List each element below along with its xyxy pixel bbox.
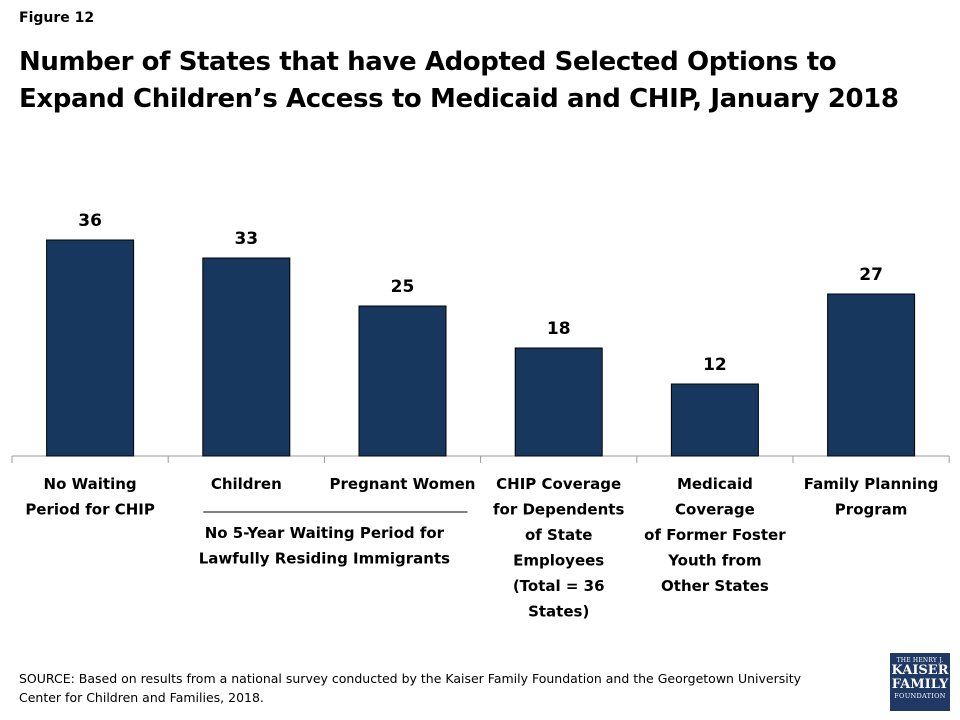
logo-line-3: FAMILY (891, 677, 949, 692)
category-label-4-line-6: States) (528, 603, 589, 621)
category-label-4-line-1: CHIP Coverage (496, 475, 621, 493)
logo-line-1: THE HENRY J. (896, 657, 944, 664)
category-label-5-line-5: Other States (661, 577, 769, 595)
title-line-2: Expand Children’s Access to Medicaid and… (19, 84, 899, 114)
category-label-4-line-4: Employees (513, 552, 604, 570)
kff-logo: THE HENRY J. KAISER FAMILY FOUNDATION (890, 653, 950, 711)
data-label-2: 33 (234, 229, 258, 249)
category-label-6-line-2: Program (835, 501, 908, 519)
source-line-2: Center for Children and Families, 2018. (19, 690, 264, 705)
bar-6 (827, 293, 916, 457)
category-label-1-line-2: Period for CHIP (25, 501, 155, 519)
category-label-6-line-1: Family Planning (804, 475, 939, 493)
source-note: SOURCE: Based on results from a national… (19, 669, 859, 707)
bar-5 (670, 383, 759, 457)
category-label-4-line-2: for Dependents (493, 501, 624, 519)
source-line-1: SOURCE: Based on results from a national… (19, 671, 802, 686)
category-label-4-line-3: of State (525, 526, 593, 544)
category-label-5-line-3: of Former Foster (644, 526, 786, 544)
bar-3 (358, 305, 447, 457)
data-label-6: 27 (859, 265, 883, 285)
title-line-1: Number of States that have Adopted Selec… (19, 47, 837, 77)
bar-1 (46, 239, 135, 457)
category-label-4-line-5: (Total = 36 (513, 577, 605, 595)
category-label-2-line-1: Children (211, 475, 282, 493)
group-bracket-label-line-2: Lawfully Residing Immigrants (199, 550, 450, 568)
chart-title: Number of States that have Adopted Selec… (19, 44, 939, 118)
bar-4 (514, 347, 603, 457)
category-label-5-line-2: Coverage (675, 501, 755, 519)
data-label-4: 18 (547, 319, 571, 339)
data-label-1: 36 (78, 211, 102, 231)
figure-label: Figure 12 (19, 10, 95, 26)
category-label-3-line-1: Pregnant Women (330, 475, 476, 493)
bar-chart: 36 No Waiting Period for CHIP 33 Children 25 P… (11, 211, 950, 621)
category-label-1-line-1: No Waiting (44, 475, 137, 493)
data-label-5: 12 (703, 355, 727, 375)
group-bracket-label-line-1: No 5-Year Waiting Period for (205, 524, 445, 542)
logo-line-2: KAISER (891, 663, 949, 678)
data-label-3: 25 (391, 277, 415, 297)
logo-line-4: FOUNDATION (894, 692, 946, 700)
bar-2 (202, 257, 291, 457)
category-label-5-line-4: Youth from (667, 552, 761, 570)
category-label-5-line-1: Medicaid (677, 475, 753, 493)
